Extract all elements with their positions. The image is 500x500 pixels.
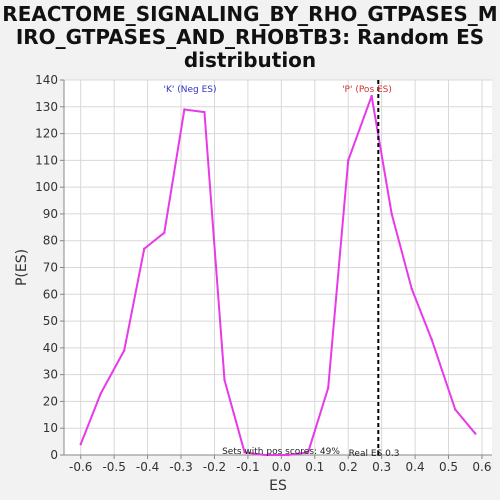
y-tick-label: 110	[35, 153, 58, 167]
data-point	[243, 451, 246, 454]
x-axis-label: ES	[269, 478, 287, 494]
data-point	[454, 408, 457, 411]
y-tick-label: 100	[35, 180, 58, 194]
real-es-text: Real ES 0.3	[349, 449, 400, 459]
data-point	[306, 451, 310, 454]
data-point	[263, 453, 266, 457]
data-point	[99, 392, 102, 395]
x-tick-label: 0.5	[439, 460, 458, 474]
data-point	[223, 378, 226, 382]
x-tick-label: -0.5	[102, 460, 125, 474]
x-tick-label: 0.4	[406, 460, 425, 474]
data-point	[390, 212, 393, 216]
y-axis: 0 10 20 30 40 50 60 70 80 90 100 110 120 130 140	[35, 73, 65, 462]
y-tick-label: 140	[35, 73, 58, 87]
y-tick-label: 80	[43, 234, 58, 248]
data-point	[79, 443, 82, 446]
x-tick-label: -0.6	[69, 460, 92, 474]
x-tick-label: 0.6	[472, 460, 491, 474]
y-tick-label: 30	[43, 368, 58, 382]
chart-title: REACTOME_SIGNALING_BY_RHO_GTPASES_MIRO_G…	[2, 2, 497, 72]
x-tick-label: 0.1	[305, 460, 324, 474]
data-point	[410, 287, 413, 291]
series-lines	[79, 94, 477, 457]
x-tick-label: -0.4	[136, 460, 159, 474]
data-point	[122, 349, 126, 352]
x-tick-label: -0.2	[203, 460, 226, 474]
x-tick-label: -0.3	[169, 460, 192, 474]
y-axis-label: P(ES)	[14, 249, 30, 286]
data-point	[326, 386, 330, 390]
data-point	[143, 247, 146, 250]
data-point	[203, 110, 206, 114]
y-tick-label: 70	[43, 261, 58, 275]
chart-title-line: REACTOME_SIGNALING_BY_RHO_GTPASES_M	[2, 2, 497, 26]
data-point	[474, 432, 477, 435]
pos-es-label: 'P' (Pos ES)	[342, 85, 392, 95]
data-point	[347, 159, 350, 162]
y-tick-label: 90	[43, 207, 58, 221]
y-tick-label: 0	[50, 448, 58, 462]
y-tick-label: 60	[43, 287, 58, 301]
y-tick-label: 120	[35, 127, 58, 141]
x-tick-label: 0.0	[272, 460, 291, 474]
es-distribution-line	[79, 95, 477, 456]
gridlines	[64, 79, 492, 456]
data-point	[286, 453, 290, 457]
chart-title-line: distribution	[184, 48, 316, 72]
annotations: 'K' (Neg ES) 'P' (Pos ES) Sets with pos sc…	[164, 80, 400, 459]
x-tick-label: 0.2	[339, 460, 358, 474]
y-tick-label: 20	[43, 394, 58, 408]
x-axis: -0.6 -0.5 -0.4 -0.3 -0.2 -0.1 0.0 0.1 0.2 0.3 0.4 0…	[64, 454, 492, 474]
neg-es-label: 'K' (Neg ES)	[164, 85, 217, 95]
pos-scores-text: Sets with pos scores: 49%	[222, 447, 340, 457]
data-point	[163, 231, 166, 234]
y-tick-label: 10	[43, 421, 58, 435]
y-tick-label: 50	[43, 314, 58, 328]
x-tick-label: 0.3	[372, 460, 391, 474]
y-tick-label: 130	[35, 100, 58, 114]
x-tick-label: -0.1	[236, 460, 259, 474]
data-point	[370, 94, 373, 98]
data-point	[183, 108, 186, 111]
data-point	[430, 338, 434, 342]
chart-title-line: IRO_GTPASES_AND_RHOBTB3: Random ES	[16, 25, 484, 49]
y-tick-label: 40	[43, 341, 58, 355]
